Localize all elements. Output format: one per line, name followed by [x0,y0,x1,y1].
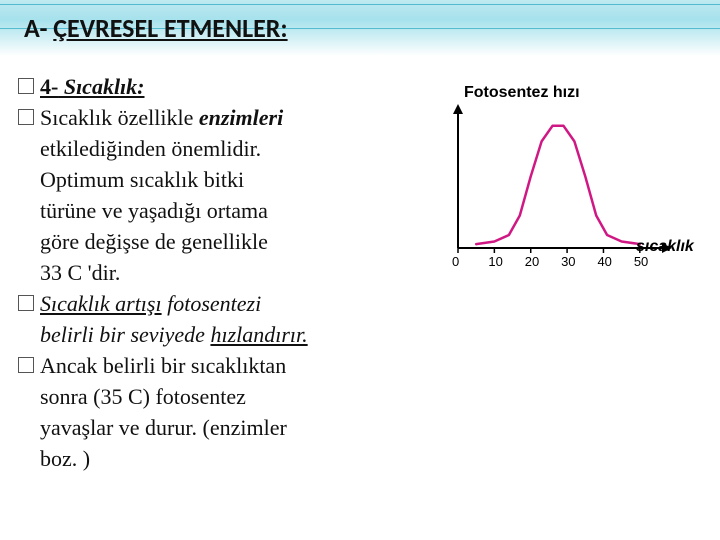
chart-y-label: Fotosentez hızı [464,84,580,102]
text-span: Ancak belirli bir sıcaklıktan [40,353,286,378]
point-number: 4- [40,74,58,99]
body-line: türüne ve yaşadığı ortama [18,196,408,225]
text-span: fotosentezi [162,291,262,316]
x-tick-label: 30 [561,254,575,269]
x-tick-label: 50 [634,254,648,269]
text-run: sonra (35 C) fotosentez [40,382,408,411]
text-span: Optimum sıcaklık bitki [40,167,244,192]
x-tick-label: 20 [525,254,539,269]
text-run: etkilediğinden önemlidir. [40,134,408,163]
page-title: A- ÇEVRESEL ETMENLER: [24,12,288,44]
text-run: belirli bir seviyede hızlandırır. [40,320,408,349]
text-span: sonra (35 C) fotosentez [40,384,246,409]
point-title: 4- Sıcaklık: [18,72,408,101]
bullet-box-icon [18,78,34,94]
text-run: Sıcaklık artışı fotosentezi [40,289,408,318]
text-run: Optimum sıcaklık bitki [40,165,408,194]
point-label: Sıcaklık: [58,74,144,99]
title-prefix: A- [24,12,53,44]
body-line: yavaşlar ve durur. (enzimler [18,413,408,442]
text-run: türüne ve yaşadığı ortama [40,196,408,225]
text-span: Sıcaklık özellikle [40,105,199,130]
text-span: türüne ve yaşadığı ortama [40,198,268,223]
text-span: göre değişse de genellikle [40,229,268,254]
text-span: Sıcaklık artışı [40,291,162,316]
title-main: ÇEVRESEL ETMENLER: [53,12,287,44]
body-line: Sıcaklık artışı fotosentezi [18,289,408,318]
x-tick-label: 0 [452,254,459,269]
body-line: 33 C 'dir. [18,258,408,287]
body-line: boz. ) [18,444,408,473]
body-content: 4- Sıcaklık: Sıcaklık özellikle enzimler… [18,72,408,475]
body-line: Ancak belirli bir sıcaklıktan [18,351,408,380]
text-run: 33 C 'dir. [40,258,408,287]
text-span: belirli bir seviyede [40,322,210,347]
body-line: sonra (35 C) fotosentez [18,382,408,411]
text-span: hızlandırır. [210,322,307,347]
text-run: göre değişse de genellikle [40,227,408,256]
body-line: Sıcaklık özellikle enzimleri [18,103,408,132]
x-tick-label: 10 [488,254,502,269]
body-line: belirli bir seviyede hızlandırır. [18,320,408,349]
temperature-chart: Fotosentez hızı sıcaklık 01020304050 [420,80,710,280]
bullet-box-icon [18,357,34,373]
text-run: yavaşlar ve durur. (enzimler [40,413,408,442]
bullet-box-icon [18,295,34,311]
body-line: Optimum sıcaklık bitki [18,165,408,194]
x-tick-label: 40 [597,254,611,269]
text-span: enzimleri [199,105,283,130]
text-span: yavaşlar ve durur. (enzimler [40,415,287,440]
text-run: boz. ) [40,444,408,473]
text-run: Sıcaklık özellikle enzimleri [40,103,408,132]
bullet-box-icon [18,109,34,125]
body-line: göre değişse de genellikle [18,227,408,256]
text-span: etkilediğinden önemlidir. [40,136,261,161]
text-span: boz. ) [40,446,90,471]
body-line: etkilediğinden önemlidir. [18,134,408,163]
header-rule [0,4,720,5]
text-run: Ancak belirli bir sıcaklıktan [40,351,408,380]
text-span: 33 C 'dir. [40,260,120,285]
